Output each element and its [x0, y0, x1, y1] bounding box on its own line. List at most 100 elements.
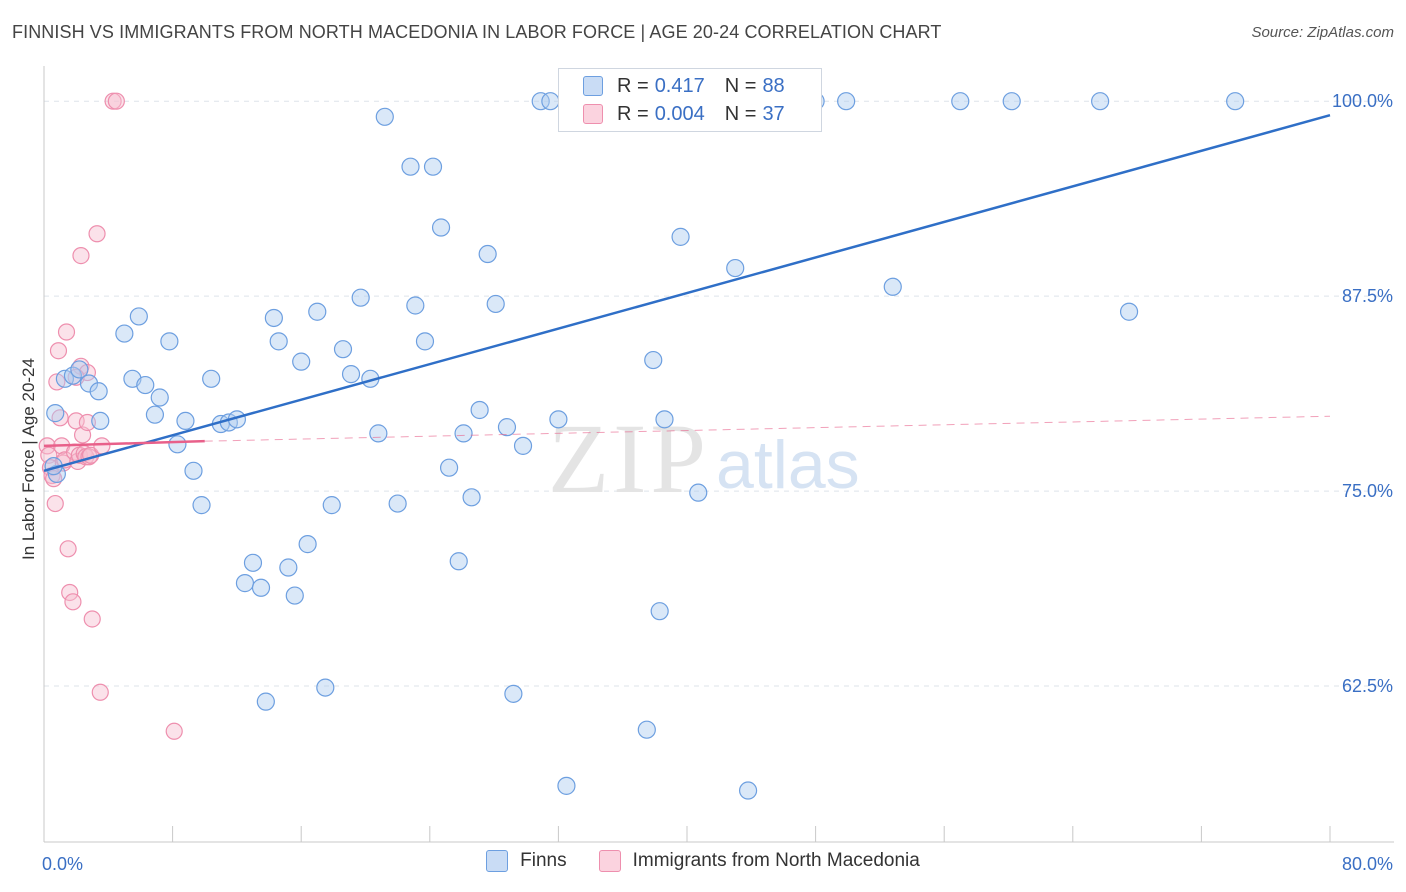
y-tick-label: 62.5%: [1342, 676, 1393, 696]
x-tick-label: 0.0%: [42, 854, 83, 874]
watermark-atlas: atlas: [716, 427, 860, 503]
legend-row-finns: R = 0.417 N = 88: [583, 71, 785, 101]
finns-point: [129, 307, 148, 326]
finns-point: [192, 496, 211, 515]
mac-points: [38, 92, 183, 740]
finns-point: [1226, 92, 1245, 111]
legend-mac-r-value: 0.004: [654, 102, 705, 125]
finns-point: [316, 678, 335, 697]
finns-point: [486, 294, 505, 314]
finns-point: [478, 244, 497, 264]
finns-point: [549, 410, 568, 429]
y-tick-label: 75.0%: [1342, 481, 1393, 501]
finns-point: [145, 405, 165, 424]
finns-point: [91, 411, 110, 431]
series-label-mac: Immigrants from North Macedonia: [632, 850, 920, 871]
finns-point: [504, 684, 523, 703]
x-tick-label: 80.0%: [1342, 854, 1393, 874]
finns-point: [951, 92, 970, 111]
y-tick-label: 100.0%: [1332, 91, 1393, 111]
finns-point: [298, 535, 317, 554]
finns-point: [70, 360, 89, 379]
mac-trend-line-extended: [204, 415, 1331, 442]
series-swatch-mac: [598, 850, 621, 872]
trend-lines: [43, 114, 1331, 473]
finns-point: [470, 400, 489, 420]
series-label-finns: Finns: [520, 850, 567, 871]
finns-point: [279, 558, 298, 577]
finns-point: [251, 578, 271, 597]
legend-mac-r-label: R =: [617, 102, 649, 125]
finns-point: [497, 418, 517, 437]
legend-swatch-finns: [583, 76, 603, 96]
mac-point: [83, 610, 101, 628]
finns-point: [168, 435, 187, 454]
legend-finns-n-label: N =: [724, 74, 757, 97]
finns-point: [375, 107, 394, 126]
finns-point: [531, 92, 550, 111]
mac-point: [46, 494, 64, 513]
mac-point: [61, 583, 79, 602]
finns-point: [513, 436, 533, 455]
finns-point: [415, 332, 435, 351]
legend-mac-n-value: 37: [762, 102, 785, 125]
legend-finns-r-value: 0.417: [654, 74, 705, 97]
finns-point: [738, 781, 758, 800]
finns-point: [176, 411, 195, 431]
finns-point: [726, 258, 745, 278]
mac-point: [40, 446, 58, 464]
finns-point: [46, 404, 65, 423]
watermark-zip: ZIP: [548, 403, 710, 514]
mac-point: [57, 323, 76, 341]
finns-point: [308, 302, 327, 321]
finns-point: [160, 332, 179, 351]
finns-point: [689, 483, 708, 502]
mac-point: [64, 593, 82, 611]
grid-lines: [44, 100, 1394, 687]
finns-point: [406, 296, 425, 315]
mac-point: [91, 683, 109, 701]
finns-point: [650, 602, 669, 621]
finns-point: [264, 308, 283, 328]
legend-finns-r-label: R =: [617, 74, 649, 97]
finns-point: [1002, 92, 1021, 111]
legend-row-mac: R = 0.004 N = 37: [583, 99, 785, 129]
finns-point: [184, 461, 203, 480]
finns-point: [557, 776, 576, 795]
finns-point: [431, 218, 451, 237]
legend-mac-n-label: N =: [724, 102, 757, 125]
finns-point: [333, 340, 353, 359]
correlation-legend: R = 0.417 N = 88 R = 0.004 N = 37: [558, 68, 822, 132]
finns-point: [115, 324, 134, 343]
y-axis-label: In Labor Force | Age 20-24: [19, 358, 38, 560]
mac-point: [78, 413, 97, 432]
mac-trend-line: [43, 439, 205, 448]
mac-point: [107, 92, 125, 110]
finns-point: [454, 424, 473, 443]
finns-point: [1091, 92, 1110, 111]
axes: [43, 66, 1394, 843]
finns-point: [388, 494, 407, 513]
finns-point: [269, 332, 288, 351]
finns-point: [369, 424, 388, 443]
finns-point: [256, 692, 275, 711]
mac-point: [165, 722, 183, 740]
finns-point: [202, 369, 221, 388]
chart-title: FINNISH VS IMMIGRANTS FROM NORTH MACEDON…: [12, 22, 942, 42]
finns-point: [89, 382, 108, 401]
finns-point: [235, 574, 255, 593]
tick-labels: 100.0% 87.5% 75.0% 62.5% 0.0% 80.0%: [42, 91, 1393, 874]
finns-point: [449, 552, 468, 571]
finns-point: [423, 157, 443, 176]
legend-finns-n-value: 88: [762, 74, 785, 97]
series-legend: Finns Immigrants from North Macedonia: [0, 850, 1406, 872]
finns-point: [79, 374, 99, 393]
mac-point: [88, 225, 106, 243]
finns-point: [883, 277, 902, 296]
finns-point: [671, 227, 690, 246]
finns-point: [292, 352, 311, 371]
finns-point: [644, 350, 663, 370]
series-legend-mac: Immigrants from North Macedonia: [598, 850, 920, 872]
mac-point: [72, 246, 90, 265]
